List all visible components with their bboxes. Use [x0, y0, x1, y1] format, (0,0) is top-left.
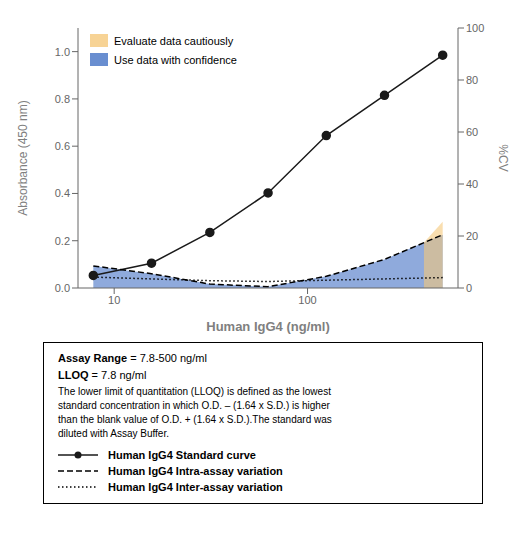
- html-text:Human IgG4 Standard curve: Human IgG4 Standard curve: [108, 449, 256, 461]
- html-text:Use data with confidence: Use data with confidence: [114, 53, 237, 66]
- html-text:Assay Range = 7.8-500 ng/ml: Assay Range = 7.8-500 ng/ml: [58, 352, 207, 364]
- svg-text:0.8: 0.8: [55, 93, 70, 105]
- html-text:LLOQ = 7.8 ng/ml: LLOQ = 7.8 ng/ml: [58, 369, 147, 381]
- svg-text:20: 20: [466, 230, 478, 242]
- html-text:standard concentration in whic: standard concentration in which O.D. – (…: [58, 400, 330, 411]
- html-text:Evaluate data cautiously: Evaluate data cautiously: [114, 34, 234, 47]
- svg-text:0.2: 0.2: [55, 235, 70, 247]
- svg-text:100: 100: [298, 294, 316, 306]
- svg-text:100: 100: [466, 22, 484, 34]
- svg-text:0.0: 0.0: [55, 282, 70, 294]
- svg-text:0.6: 0.6: [55, 140, 70, 152]
- svg-text:60: 60: [466, 126, 478, 138]
- svg-text:80: 80: [466, 74, 478, 86]
- svg-text:1.0: 1.0: [55, 46, 70, 58]
- svg-text:10: 10: [108, 294, 120, 306]
- svg-text:Absorbance (450 nm): Absorbance (450 nm): [16, 100, 30, 215]
- html-text:than the blank value of O.D. +: than the blank value of O.D. + (1.64 x S…: [58, 414, 332, 425]
- svg-text:0: 0: [466, 282, 472, 294]
- html-text:diluted with Assay Buffer.: diluted with Assay Buffer.: [58, 428, 169, 439]
- html-text:Human IgG4 Inter-assay variati: Human IgG4 Inter-assay variation: [108, 481, 283, 493]
- svg-text:0.4: 0.4: [55, 187, 70, 199]
- html-text:Human IgG4 Intra-assay variati: Human IgG4 Intra-assay variation: [108, 465, 283, 477]
- html-text:The lower limit of quantitatio: The lower limit of quantitation (LLOQ) i…: [58, 386, 331, 397]
- svg-text:Human IgG4 (ng/ml): Human IgG4 (ng/ml): [206, 319, 330, 334]
- svg-text:%CV: %CV: [496, 144, 510, 171]
- svg-text:40: 40: [466, 178, 478, 190]
